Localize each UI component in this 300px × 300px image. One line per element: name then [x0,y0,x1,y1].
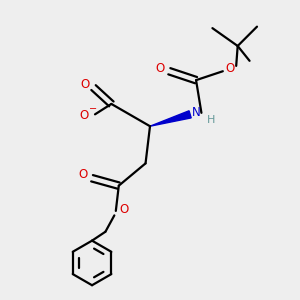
Text: H: H [207,115,215,125]
Text: O: O [226,62,235,75]
Text: N: N [192,106,201,119]
Text: O: O [156,62,165,75]
Polygon shape [150,111,191,126]
Text: O: O [119,203,129,216]
Text: O: O [79,168,88,181]
Text: −: − [89,104,98,114]
Text: O: O [79,109,88,122]
Text: O: O [81,77,90,91]
